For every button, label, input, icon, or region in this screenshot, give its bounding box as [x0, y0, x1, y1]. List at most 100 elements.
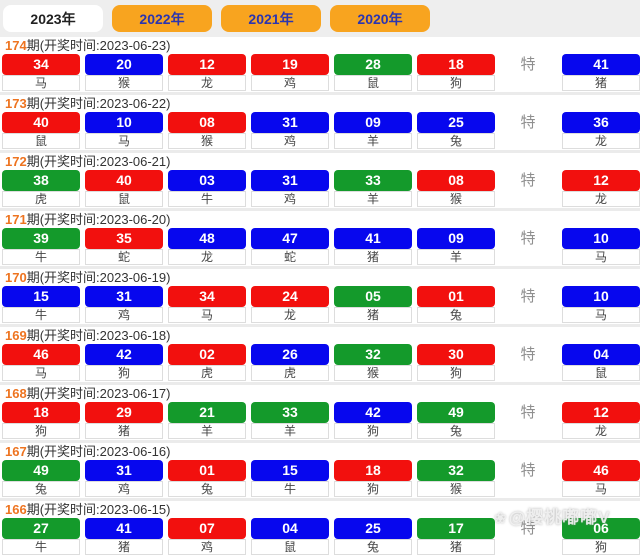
zodiac-label: 蛇	[85, 249, 163, 265]
special-zodiac-label: 龙	[562, 133, 640, 149]
draw-time-label: 期(开奖时间:2023-06-15)	[26, 502, 171, 517]
lottery-ball: 07	[168, 518, 246, 539]
ball-column: 32 猴	[417, 460, 495, 497]
lottery-ball: 48	[168, 228, 246, 249]
draw-time-label: 期(开奖时间:2023-06-16)	[26, 444, 171, 459]
special-lottery-ball: 46	[562, 460, 640, 481]
zodiac-label: 鼠	[251, 539, 329, 555]
ball-column: 25 兔	[334, 518, 412, 555]
ball-column: 40 鼠	[2, 112, 80, 149]
ball-column: 48 龙	[168, 228, 246, 265]
zodiac-label: 鼠	[85, 191, 163, 207]
ball-column: 15 牛	[251, 460, 329, 497]
special-zodiac-label: 马	[562, 249, 640, 265]
ball-column: 09 羊	[334, 112, 412, 149]
zodiac-label: 鸡	[251, 133, 329, 149]
lottery-ball: 41	[85, 518, 163, 539]
lottery-ball: 12	[168, 54, 246, 75]
special-zodiac-label: 鼠	[562, 365, 640, 381]
zodiac-label: 兔	[417, 133, 495, 149]
zodiac-label: 牛	[168, 191, 246, 207]
ball-column: 08 猴	[417, 170, 495, 207]
zodiac-label: 狗	[2, 423, 80, 439]
zodiac-label: 猪	[334, 307, 412, 323]
draw-row-header: 171期(开奖时间:2023-06-20)	[2, 212, 640, 228]
ball-column: 27 牛	[2, 518, 80, 555]
ball-column: 31 鸡	[85, 460, 163, 497]
year-tab-2023[interactable]: 2023年	[3, 5, 103, 32]
special-marker-label: 特	[520, 462, 536, 479]
draw-row: 168期(开奖时间:2023-06-17) 18 狗 29 猪 21 羊 33 羊 42 狗 49 兔特…	[0, 385, 640, 440]
draw-row-header: 173期(开奖时间:2023-06-22)	[2, 96, 640, 112]
special-marker: 特	[500, 54, 556, 91]
ball-column: 31 鸡	[85, 286, 163, 323]
year-tab-bar: 2023年 2022年 2021年 2020年	[0, 0, 640, 37]
lottery-ball: 15	[2, 286, 80, 307]
special-ball-column: 41 猪	[562, 54, 640, 91]
zodiac-label: 狗	[334, 423, 412, 439]
lottery-ball: 26	[251, 344, 329, 365]
ball-column: 07 鸡	[168, 518, 246, 555]
ball-column: 41 猪	[334, 228, 412, 265]
lottery-ball: 30	[417, 344, 495, 365]
special-marker-label: 特	[520, 172, 536, 189]
year-tab-2021[interactable]: 2021年	[221, 5, 321, 32]
ball-column: 04 鼠	[251, 518, 329, 555]
draw-row-header: 172期(开奖时间:2023-06-21)	[2, 154, 640, 170]
ball-column: 49 兔	[417, 402, 495, 439]
zodiac-label: 马	[85, 133, 163, 149]
ball-column: 05 猪	[334, 286, 412, 323]
special-marker-label: 特	[520, 114, 536, 131]
zodiac-label: 猪	[334, 249, 412, 265]
lottery-ball: 27	[2, 518, 80, 539]
ball-column: 32 猴	[334, 344, 412, 381]
lottery-ball: 01	[168, 460, 246, 481]
draw-row-header: 168期(开奖时间:2023-06-17)	[2, 386, 640, 402]
ball-column: 33 羊	[334, 170, 412, 207]
zodiac-label: 虎	[168, 365, 246, 381]
zodiac-label: 羊	[334, 191, 412, 207]
draw-row-header: 166期(开奖时间:2023-06-15)	[2, 502, 640, 518]
ball-column: 35 蛇	[85, 228, 163, 265]
lottery-ball: 35	[85, 228, 163, 249]
lottery-ball: 33	[334, 170, 412, 191]
ball-column: 46 马	[2, 344, 80, 381]
special-lottery-ball: 41	[562, 54, 640, 75]
special-marker: 特	[500, 286, 556, 323]
lottery-ball: 34	[168, 286, 246, 307]
lottery-ball: 08	[417, 170, 495, 191]
ball-column: 42 狗	[334, 402, 412, 439]
lottery-ball: 28	[334, 54, 412, 75]
year-tab-2020[interactable]: 2020年	[330, 5, 430, 32]
zodiac-label: 兔	[334, 539, 412, 555]
lottery-ball: 41	[334, 228, 412, 249]
zodiac-label: 猪	[85, 539, 163, 555]
special-marker: 特	[500, 402, 556, 439]
ball-column: 26 虎	[251, 344, 329, 381]
ball-column: 19 鸡	[251, 54, 329, 91]
zodiac-label: 兔	[417, 307, 495, 323]
zodiac-label: 牛	[2, 307, 80, 323]
ball-column: 02 虎	[168, 344, 246, 381]
zodiac-label: 狗	[417, 75, 495, 91]
lottery-ball: 25	[334, 518, 412, 539]
lottery-ball: 17	[417, 518, 495, 539]
ball-column: 31 鸡	[251, 170, 329, 207]
lottery-ball: 31	[85, 460, 163, 481]
lottery-ball: 42	[334, 402, 412, 423]
lottery-ball: 32	[417, 460, 495, 481]
lottery-ball: 05	[334, 286, 412, 307]
zodiac-label: 羊	[334, 133, 412, 149]
ball-column: 09 羊	[417, 228, 495, 265]
special-marker-label: 特	[520, 346, 536, 363]
draw-row-header: 169期(开奖时间:2023-06-18)	[2, 328, 640, 344]
lottery-ball: 32	[334, 344, 412, 365]
special-ball-column: 10 马	[562, 286, 640, 323]
special-zodiac-label: 龙	[562, 423, 640, 439]
special-marker-label: 特	[520, 520, 536, 537]
special-zodiac-label: 马	[562, 307, 640, 323]
year-tab-2022[interactable]: 2022年	[112, 5, 212, 32]
special-zodiac-label: 龙	[562, 191, 640, 207]
draw-row: 169期(开奖时间:2023-06-18) 46 马 42 狗 02 虎 26 虎 32 猴 30 狗特…	[0, 327, 640, 382]
